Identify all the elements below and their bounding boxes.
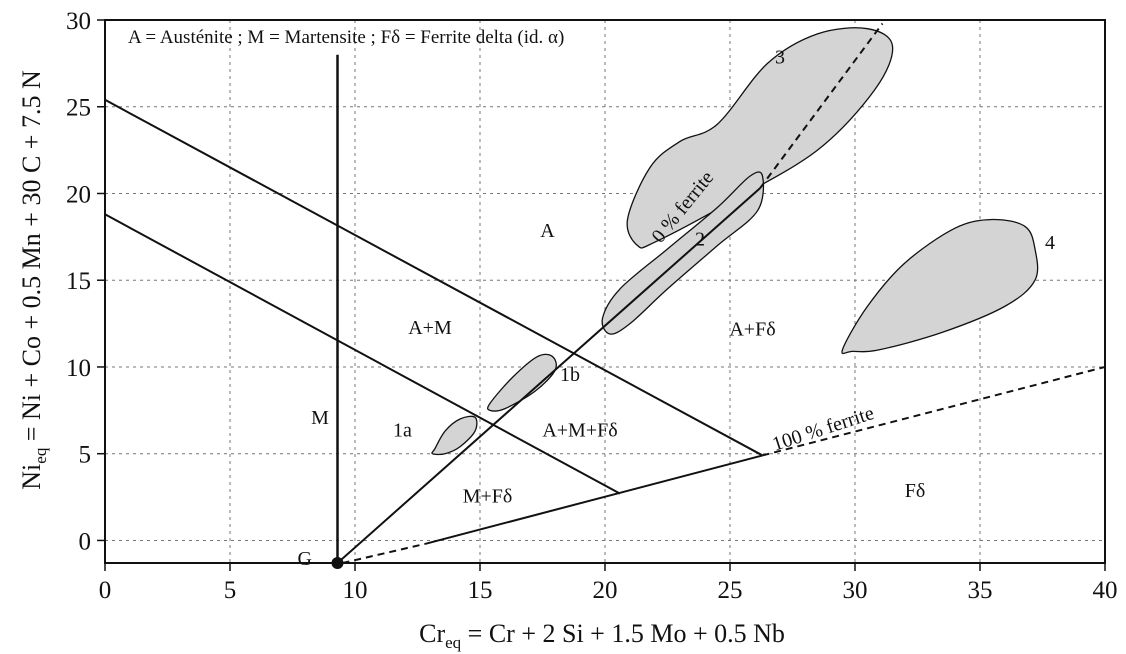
line-label: 100 % ferrite <box>770 402 877 456</box>
zone-1a <box>431 415 478 456</box>
region-label: M <box>311 407 329 429</box>
x-tick-label: 20 <box>593 577 618 604</box>
point-label-G: G <box>298 548 312 570</box>
y-tick-label: 20 <box>66 181 91 208</box>
x-tick-label: 15 <box>468 577 493 604</box>
plot-frame <box>104 19 1106 564</box>
zones <box>431 27 1039 456</box>
line-zero-ferrite <box>336 187 761 564</box>
line-hundred-ferrite-low <box>342 542 426 564</box>
region-label: M+Fδ <box>463 485 513 507</box>
y-tick-label: 5 <box>79 442 92 469</box>
y-axis-title-main: Ni <box>17 464 46 490</box>
y-tick-label: 15 <box>66 268 91 295</box>
x-tick-label: 5 <box>224 577 237 604</box>
x-axis-title-rest: = Cr + 2 Si + 1.5 Mo + 0.5 Nb <box>461 619 785 648</box>
legend-text: A = Austénite ; M = Martensite ; Fδ = Fe… <box>128 27 564 48</box>
region-label: A+M <box>408 317 452 339</box>
y-tick-label: 10 <box>66 355 91 382</box>
zone-label-1a: 1a <box>393 419 412 441</box>
y-axis-title-rest: = Ni + Co + 0.5 Mn + 30 C + 7.5 N <box>17 70 46 448</box>
ticks: 0 5 10 15 20 25 30 35 40 0 5 10 15 20 25 30 <box>66 8 1118 604</box>
zone-3 <box>626 27 894 249</box>
line-upper-diagonal <box>104 98 763 457</box>
y-tick-label: 0 <box>79 528 92 555</box>
region-label: A+Fδ <box>729 319 775 341</box>
y-tick-label: 25 <box>66 95 91 122</box>
zone-label-1b: 1b <box>560 364 580 386</box>
line-lower-diagonal <box>104 213 621 495</box>
region-label: Fδ <box>905 480 926 502</box>
region-label: A <box>540 220 555 242</box>
zone-label-3: 3 <box>775 46 785 68</box>
x-axis-title-main: Cr <box>419 619 445 648</box>
zone-4 <box>841 218 1039 355</box>
y-axis-title: Nieq = Ni + Co + 0.5 Mn + 30 C + 7.5 N <box>17 70 50 490</box>
zone-label-4: 4 <box>1045 232 1055 254</box>
x-tick-label: 30 <box>843 577 868 604</box>
region-label: A+M+Fδ <box>542 419 617 441</box>
boundary-lines <box>104 22 1106 569</box>
y-axis-title-sub: eq <box>31 447 50 464</box>
x-tick-label: 25 <box>718 577 743 604</box>
x-axis-title: Creq = Cr + 2 Si + 1.5 Mo + 0.5 Nb <box>419 619 785 652</box>
line-hundred-ferrite <box>424 454 763 545</box>
x-tick-label: 40 <box>1093 577 1118 604</box>
zone-label-2: 2 <box>695 229 705 251</box>
x-tick-label: 35 <box>968 577 993 604</box>
x-tick-label: 0 <box>99 577 112 604</box>
y-tick-label: 30 <box>66 8 91 35</box>
x-tick-label: 10 <box>343 577 368 604</box>
x-axis-title-sub: eq <box>445 633 462 652</box>
line-hundred-ferrite-ext <box>762 365 1106 457</box>
zone-1b <box>487 353 557 412</box>
line-zero-ferrite-ext <box>759 22 884 189</box>
